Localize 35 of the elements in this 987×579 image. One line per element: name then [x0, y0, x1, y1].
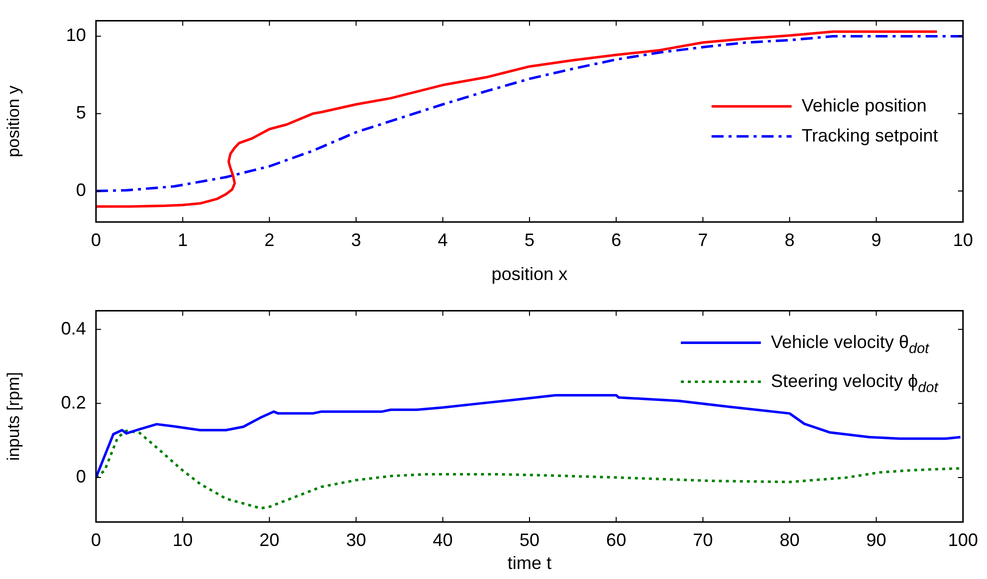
x-tick-label: 80 [780, 530, 800, 550]
x-tick-label: 5 [524, 230, 535, 250]
y-axis-title: position y [4, 84, 23, 158]
x-tick-label: 1 [178, 230, 188, 250]
legend-label: Vehicle position [802, 95, 927, 116]
x-tick-label: 10 [952, 230, 974, 250]
x-axis-title: time t [507, 553, 552, 574]
x-tick-label: 3 [351, 230, 362, 250]
x-tick-label: 6 [611, 230, 622, 250]
x-axis-title: position x [491, 264, 568, 284]
x-tick-label: 50 [519, 530, 540, 550]
y-tick-label: 0.4 [60, 318, 86, 338]
y-tick-label: 5 [76, 102, 86, 123]
x-tick-label: 20 [259, 530, 280, 550]
x-tick-label: 60 [606, 530, 626, 550]
line-series [96, 430, 962, 510]
x-tick-label: 0 [90, 230, 102, 250]
x-tick-label: 8 [784, 230, 795, 250]
legend-label: Tracking setpoint [802, 125, 938, 146]
x-tick-label: 70 [692, 530, 713, 550]
y-tick-label: 0.2 [60, 392, 86, 412]
x-tick-label: 7 [698, 230, 708, 250]
x-tick-label: 4 [438, 230, 448, 250]
x-tick-label: 0 [90, 530, 102, 550]
y-tick-label: 10 [66, 25, 86, 46]
x-tick-label: 40 [432, 530, 453, 550]
x-tick-label: 30 [346, 530, 366, 550]
y-tick-label: 0 [76, 180, 86, 200]
x-tick-label: 2 [264, 230, 274, 250]
x-tick-label: 10 [172, 530, 193, 550]
y-tick-label: 0 [76, 466, 86, 487]
x-tick-label: 9 [871, 230, 882, 250]
y-axis-title: inputs [rpm] [4, 372, 23, 461]
x-tick-label: 90 [866, 530, 886, 550]
x-tick-label: 100 [948, 530, 978, 550]
